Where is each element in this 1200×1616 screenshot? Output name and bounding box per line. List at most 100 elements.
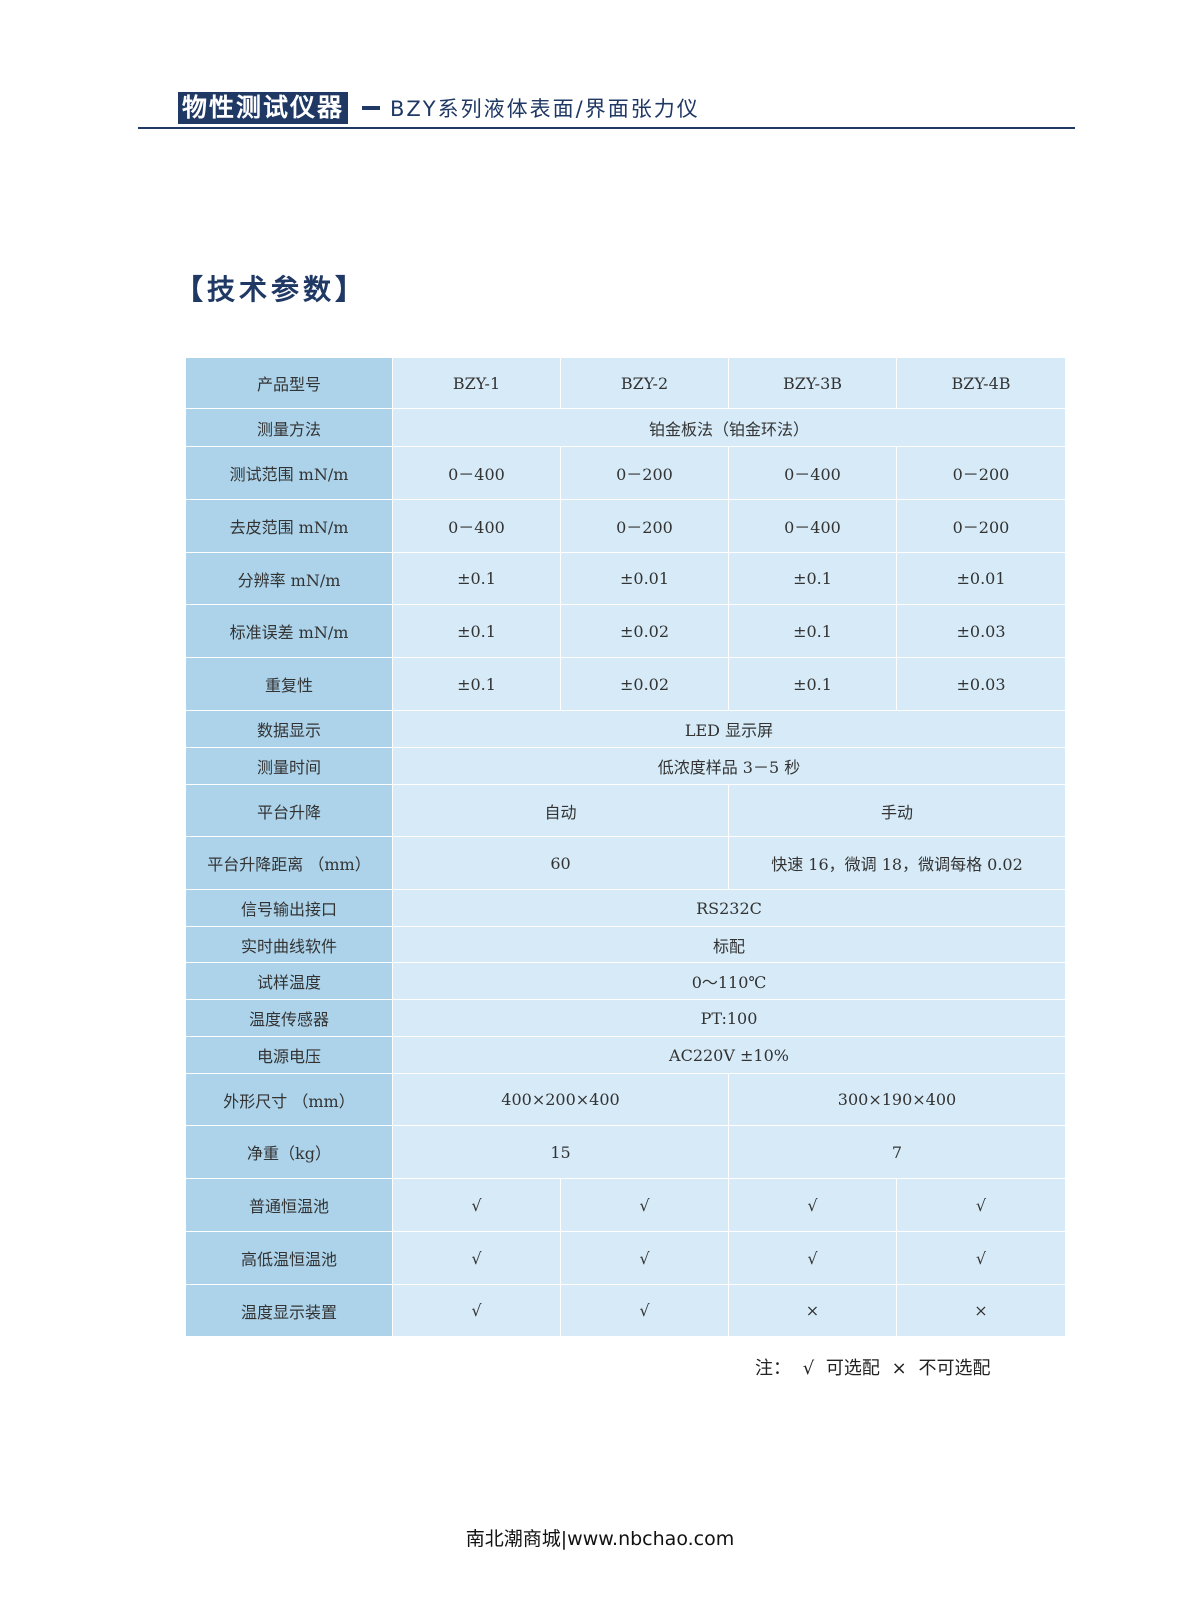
table-row: 测量方法 铂金板法（铂金环法） [185, 408, 1066, 447]
table-cell: √ [560, 1178, 729, 1232]
table-cell: ±0.02 [560, 604, 729, 658]
table-cell: 0－200 [560, 446, 729, 500]
table-row: 外形尺寸 （mm） 400×200×400 300×190×400 [185, 1073, 1066, 1126]
table-cell: 铂金板法（铂金环法） [392, 408, 1066, 447]
table-cell: ±0.01 [896, 552, 1066, 605]
table-cell: ±0.1 [728, 657, 897, 711]
table-cell: PT:100 [392, 999, 1066, 1037]
table-cell: BZY-3B [728, 357, 897, 409]
row-label: 电源电压 [185, 1036, 393, 1074]
table-row: 平台升降距离 （mm） 60 快速 16，微调 18，微调每格 0.02 [185, 836, 1066, 890]
table-cell: √ [560, 1231, 729, 1285]
table-row: 产品型号 BZY-1 BZY-2 BZY-3B BZY-4B [185, 357, 1066, 409]
table-cell: × [896, 1284, 1066, 1337]
table-cell: √ [896, 1178, 1066, 1232]
table-cell: 0－400 [392, 446, 561, 500]
table-row: 数据显示 LED 显示屏 [185, 710, 1066, 748]
row-label: 温度传感器 [185, 999, 393, 1037]
table-row: 信号输出接口 RS232C [185, 889, 1066, 927]
row-label: 普通恒温池 [185, 1178, 393, 1232]
table-row: 净重（kg） 15 7 [185, 1125, 1066, 1179]
table-row: 重复性 ±0.1 ±0.02 ±0.1 ±0.03 [185, 657, 1066, 711]
table-cell: ±0.02 [560, 657, 729, 711]
table-cell: √ [560, 1284, 729, 1337]
row-label: 重复性 [185, 657, 393, 711]
table-row: 去皮范围 mN/m 0－400 0－200 0－400 0－200 [185, 499, 1066, 553]
table-cell: √ [392, 1231, 561, 1285]
table-cell: ±0.1 [392, 604, 561, 658]
row-label: 测量方法 [185, 408, 393, 447]
table-cell: ±0.1 [728, 604, 897, 658]
row-label: 去皮范围 mN/m [185, 499, 393, 553]
table-cell: √ [728, 1231, 897, 1285]
table-row: 分辨率 mN/m ±0.1 ±0.01 ±0.1 ±0.01 [185, 552, 1066, 605]
table-row: 温度传感器 PT:100 [185, 999, 1066, 1037]
table-cell: 标配 [392, 926, 1066, 963]
table-cell: BZY-1 [392, 357, 561, 409]
table-row: 平台升降 自动 手动 [185, 784, 1066, 837]
row-label: 温度显示装置 [185, 1284, 393, 1337]
row-label: 数据显示 [185, 710, 393, 748]
table-row: 试样温度 0～110℃ [185, 962, 1066, 1000]
row-label: 试样温度 [185, 962, 393, 1000]
table-cell: 手动 [728, 784, 1066, 837]
table-cell: BZY-4B [896, 357, 1066, 409]
table-cell: 0－400 [392, 499, 561, 553]
table-row: 测量时间 低浓度样品 3－5 秒 [185, 747, 1066, 785]
page-header: 物性测试仪器 BZY系列液体表面/界面张力仪 [178, 92, 700, 124]
table-row: 实时曲线软件 标配 [185, 926, 1066, 963]
row-label: 分辨率 mN/m [185, 552, 393, 605]
table-cell: × [728, 1284, 897, 1337]
table-cell: √ [392, 1284, 561, 1337]
table-cell: 15 [392, 1125, 729, 1179]
section-title: 【技术参数】 [175, 273, 368, 306]
table-cell: 快速 16，微调 18，微调每格 0.02 [728, 836, 1066, 890]
row-label: 测试范围 mN/m [185, 446, 393, 500]
table-cell: 0－400 [728, 499, 897, 553]
table-row: 高低温恒温池 √ √ √ √ [185, 1231, 1066, 1285]
legend-note: 注： √ 可选配 × 不可选配 [755, 1358, 991, 1379]
header-rule [138, 127, 1075, 129]
table-cell: ±0.1 [728, 552, 897, 605]
footer-site: 南北潮商城|www.nbchao.com [465, 1528, 735, 1550]
row-label: 测量时间 [185, 747, 393, 785]
table-cell: 低浓度样品 3－5 秒 [392, 747, 1066, 785]
table-cell: 7 [728, 1125, 1066, 1179]
table-cell: √ [392, 1178, 561, 1232]
table-cell: 0－200 [896, 446, 1066, 500]
table-cell: BZY-2 [560, 357, 729, 409]
row-label: 标准误差 mN/m [185, 604, 393, 658]
table-cell: 60 [392, 836, 729, 890]
table-row: 标准误差 mN/m ±0.1 ±0.02 ±0.1 ±0.03 [185, 604, 1066, 658]
row-label: 净重（kg） [185, 1125, 393, 1179]
table-row: 温度显示装置 √ √ × × [185, 1284, 1066, 1337]
row-label: 平台升降距离 （mm） [185, 836, 393, 890]
table-cell: LED 显示屏 [392, 710, 1066, 748]
row-label: 实时曲线软件 [185, 926, 393, 963]
row-label: 平台升降 [185, 784, 393, 837]
header-dash [362, 106, 381, 110]
table-cell: 0－200 [896, 499, 1066, 553]
table-cell: ±0.01 [560, 552, 729, 605]
table-cell: ±0.03 [896, 604, 1066, 658]
row-label: 高低温恒温池 [185, 1231, 393, 1285]
table-cell: 0－200 [560, 499, 729, 553]
table-cell: 自动 [392, 784, 729, 837]
row-label: 产品型号 [185, 357, 393, 409]
table-cell: ±0.1 [392, 657, 561, 711]
row-label: 外形尺寸 （mm） [185, 1073, 393, 1126]
table-cell: √ [896, 1231, 1066, 1285]
table-cell: 400×200×400 [392, 1073, 729, 1126]
row-label: 信号输出接口 [185, 889, 393, 927]
table-row: 电源电压 AC220V ±10% [185, 1036, 1066, 1074]
table-cell: √ [728, 1178, 897, 1232]
spec-table: 产品型号 BZY-1 BZY-2 BZY-3B BZY-4B 测量方法 铂金板法（铂金环法）… [185, 357, 1066, 1337]
table-row: 普通恒温池 √ √ √ √ [185, 1178, 1066, 1232]
table-cell: ±0.1 [392, 552, 561, 605]
header-subtitle: BZY系列液体表面/界面张力仪 [390, 97, 700, 121]
brand-label: 物性测试仪器 [178, 92, 349, 124]
table-cell: AC220V ±10% [392, 1036, 1066, 1074]
table-cell: 300×190×400 [728, 1073, 1066, 1126]
table-cell: 0～110℃ [392, 962, 1066, 1000]
table-cell: ±0.03 [896, 657, 1066, 711]
